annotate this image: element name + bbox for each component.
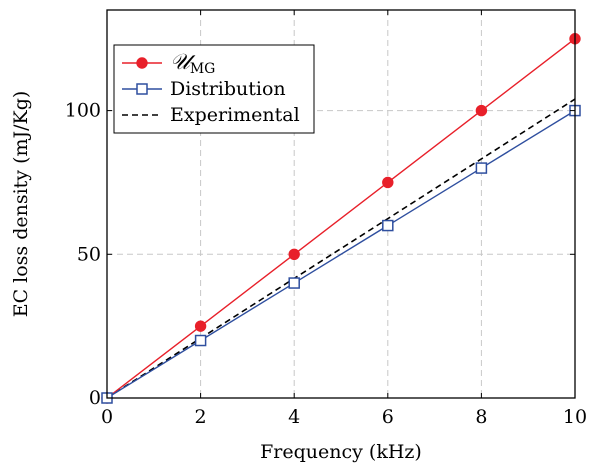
data-point xyxy=(475,162,488,174)
y-tick-label: 100 xyxy=(65,100,101,122)
data-point xyxy=(194,334,207,347)
x-tick-label: 4 xyxy=(288,406,300,428)
data-point xyxy=(382,176,394,189)
x-tick-label: 10 xyxy=(563,406,587,428)
data-point xyxy=(194,320,207,332)
legend-label: Distribution xyxy=(170,78,286,100)
legend-item: Distribution xyxy=(122,78,286,100)
series-line xyxy=(106,109,576,399)
legend-marker xyxy=(136,83,148,95)
x-tick-label: 6 xyxy=(382,406,394,428)
x-tick-label: 2 xyxy=(195,406,207,428)
series-line xyxy=(106,98,576,399)
data-point xyxy=(382,219,394,232)
data-point xyxy=(288,248,300,260)
y-tick-label: 0 xyxy=(89,387,101,409)
plot-frame xyxy=(106,9,576,399)
series-line xyxy=(106,38,576,399)
data-point xyxy=(475,104,488,117)
x-axis-label: Frequency (kHz) xyxy=(260,441,422,463)
x-tick-label: 8 xyxy=(475,406,487,428)
x-tick-label: 0 xyxy=(101,406,113,428)
legend-label: Experimental xyxy=(170,104,300,126)
y-tick-label: 50 xyxy=(77,243,101,265)
series-2 xyxy=(106,98,576,399)
legend-marker xyxy=(136,57,148,69)
y-axis-label: EC loss density (mJ/Kg) xyxy=(10,91,32,318)
legend-item: Experimental xyxy=(122,104,300,126)
data-point xyxy=(288,277,300,289)
